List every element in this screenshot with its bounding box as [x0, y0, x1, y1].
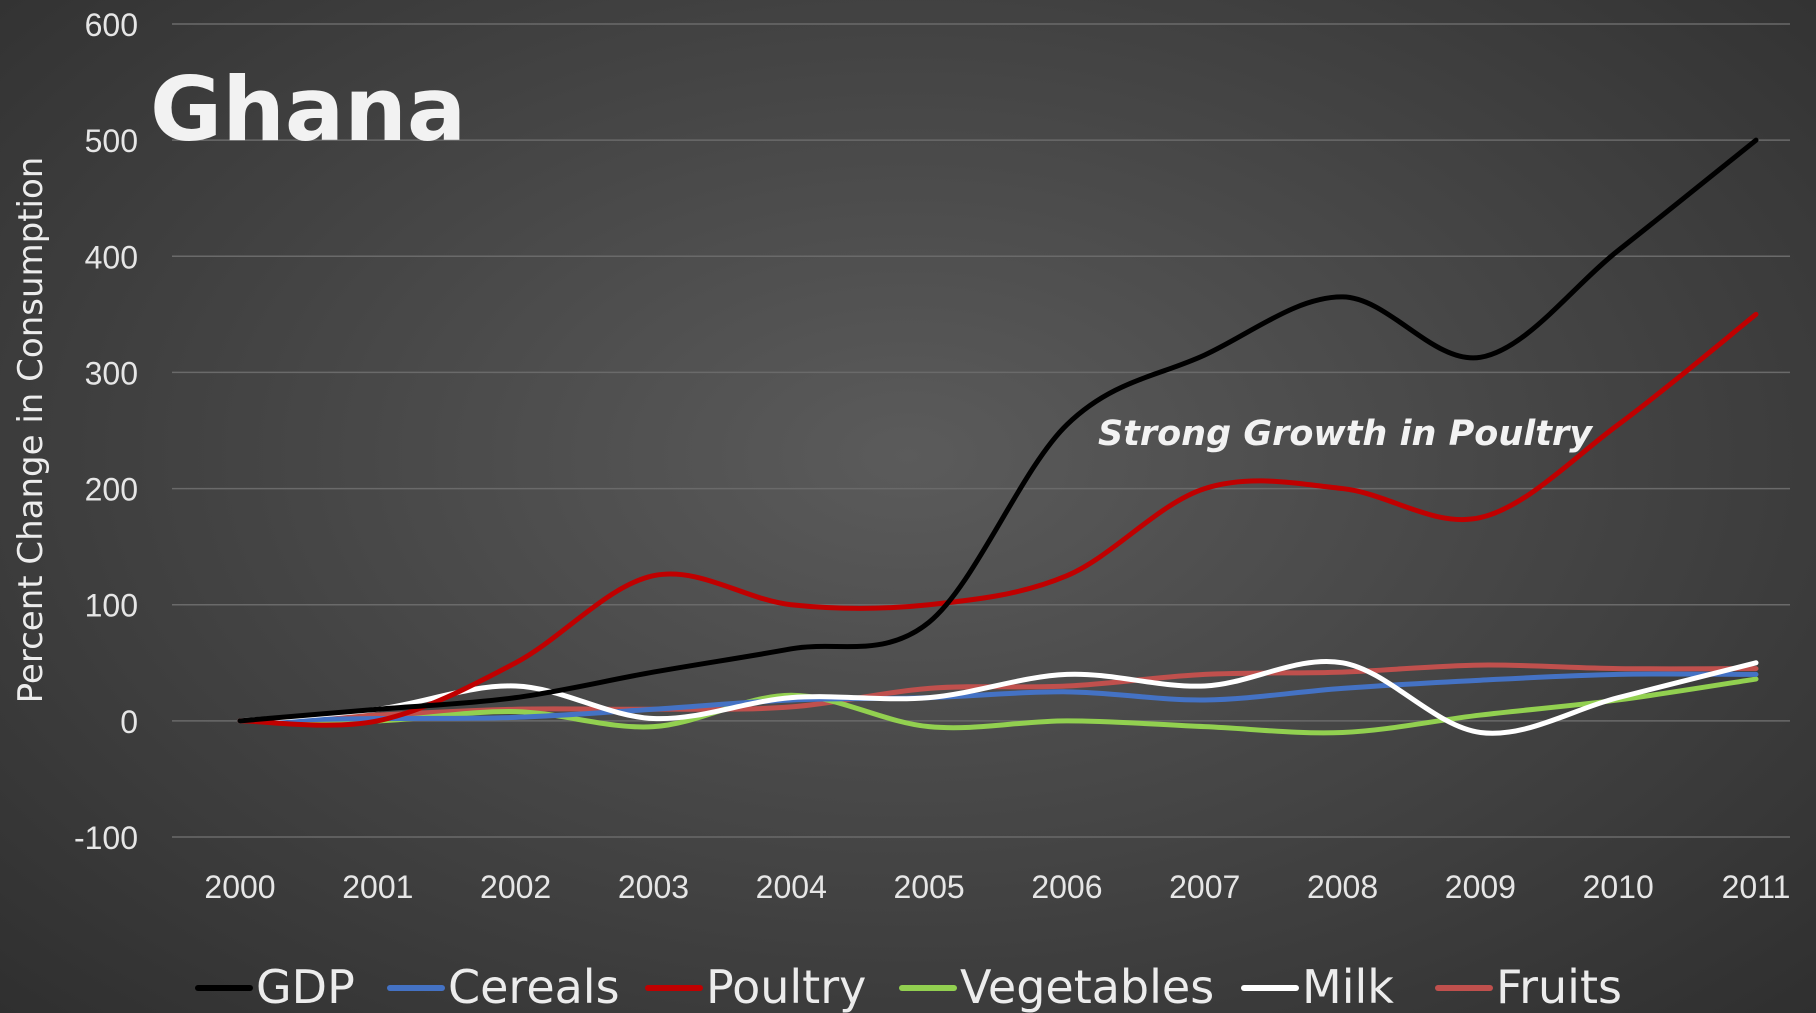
x-tick-label: 2009 [1445, 869, 1516, 905]
chart-title: Ghana [150, 58, 466, 161]
x-tick-label: 2008 [1307, 869, 1378, 905]
x-tick-label: 2001 [342, 869, 413, 905]
y-tick-label: 300 [85, 355, 138, 391]
x-tick-label: 2002 [480, 869, 551, 905]
series-line-milk [237, 659, 1759, 736]
y-tick-label: 0 [120, 704, 138, 740]
y-tick-label: 400 [85, 239, 138, 275]
y-axis-label: Percent Change in Consumption [11, 157, 51, 704]
x-tick-label: 2000 [204, 869, 275, 905]
series-lines [237, 137, 1759, 736]
x-tick-label: 2006 [1031, 869, 1102, 905]
legend-label-milk: Milk [1302, 960, 1394, 1013]
y-tick-label: 100 [85, 588, 138, 624]
x-tick-label: 2010 [1583, 869, 1654, 905]
legend-label-poultry: Poultry [706, 960, 866, 1013]
series-line-cereals [237, 671, 1759, 724]
y-tick-label: 200 [85, 472, 138, 508]
series-line-gdp [237, 137, 1759, 724]
grid-lines [172, 23, 1790, 838]
x-tick-label: 2011 [1722, 869, 1791, 905]
legend-label-cereals: Cereals [448, 960, 620, 1013]
legend-label-fruits: Fruits [1496, 960, 1622, 1013]
y-tick-label: 600 [85, 7, 138, 43]
series-line-poultry [237, 311, 1759, 728]
legend: GDP Cereals Poultry Vegetables Milk Fruits [195, 960, 1622, 1013]
x-tick-label: 2003 [618, 869, 689, 905]
x-tick-label: 2004 [756, 869, 827, 905]
x-tick-label: 2007 [1169, 869, 1240, 905]
chart-annotation: Strong Growth in Poultry [1098, 414, 1594, 454]
x-tick-label: 2005 [893, 869, 964, 905]
y-tick-label: -100 [74, 820, 138, 856]
series-line-vegetables [237, 676, 1759, 736]
legend-label-gdp: GDP [256, 960, 355, 1013]
y-axis-ticks: -100 0 100 200 300 400 500 600 [74, 7, 138, 856]
x-axis-ticks: 2000 2001 2002 2003 2004 2005 2006 2007 2008 2009… [204, 869, 1790, 905]
legend-label-vegetables: Vegetables [960, 960, 1214, 1013]
y-tick-label: 500 [85, 123, 138, 159]
